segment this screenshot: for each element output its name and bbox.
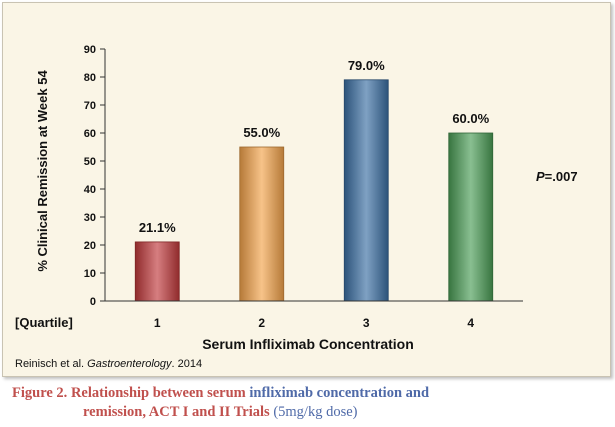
x-axis-label: Serum Infliximab Concentration <box>202 336 414 352</box>
caption-part3: remission, ACT I and II Trials <box>83 404 270 420</box>
data-label-quartile-2: 55.0% <box>243 125 280 140</box>
bar-quartile-4 <box>448 132 494 302</box>
bar-quartile-3 <box>343 79 389 302</box>
source-authors: Reinisch et al. <box>15 358 87 370</box>
source-year: . 2014 <box>172 358 203 370</box>
y-tick-label: 90 <box>84 44 96 56</box>
y-tick-label: 0 <box>90 296 96 308</box>
y-axis-ticks: 0 10 20 30 40 50 60 70 80 90 <box>84 44 105 308</box>
chart-svg: 0 10 20 30 40 50 60 70 80 90 21.1% 55.0% 79.0% 60.0%… <box>15 44 578 370</box>
y-axis-label: % Clinical Remission at Week 54 <box>35 70 50 272</box>
data-labels: 21.1% 55.0% 79.0% 60.0% <box>139 58 490 235</box>
quartile-row-label: [Quartile] <box>15 315 73 330</box>
p-value-text: =.007 <box>545 169 578 184</box>
y-tick-label: 80 <box>84 72 96 84</box>
caption-figure-label: Figure 2. <box>12 385 68 401</box>
y-tick-label: 60 <box>84 128 96 140</box>
bar-quartile-2 <box>239 146 285 302</box>
data-label-quartile-1: 21.1% <box>139 220 176 235</box>
y-tick-label: 70 <box>84 100 96 112</box>
bar-quartile-1 <box>134 241 180 302</box>
source-citation: Reinisch et al. Gastroenterology. 2014 <box>15 358 202 370</box>
x-axis-ticks: 1 2 3 4 <box>154 316 475 330</box>
y-tick-label: 40 <box>84 184 96 196</box>
y-tick-label: 30 <box>84 212 96 224</box>
caption-part1: Relationship between serum <box>70 385 246 401</box>
figure-caption: Figure 2. Relationship between serum inf… <box>12 384 602 422</box>
data-label-quartile-4: 60.0% <box>452 111 489 126</box>
p-value-annotation: P=.007 <box>536 169 578 184</box>
caption-part2: infliximab concentration and <box>249 385 430 401</box>
chart-panel: 0 10 20 30 40 50 60 70 80 90 21.1% 55.0% 79.0% 60.0%… <box>2 2 611 377</box>
p-value-symbol: P <box>536 169 545 184</box>
caption-part4: (5mg/kg dose) <box>273 404 358 420</box>
y-tick-label: 10 <box>84 268 96 280</box>
source-journal: Gastroenterology <box>87 358 173 370</box>
x-tick-label-2: 2 <box>258 316 265 330</box>
y-tick-label: 20 <box>84 240 96 252</box>
x-tick-label-1: 1 <box>154 316 161 330</box>
bars <box>134 79 494 302</box>
data-label-quartile-3: 79.0% <box>348 58 385 73</box>
x-tick-label-4: 4 <box>467 316 474 330</box>
x-tick-label-3: 3 <box>363 316 370 330</box>
y-tick-label: 50 <box>84 156 96 168</box>
